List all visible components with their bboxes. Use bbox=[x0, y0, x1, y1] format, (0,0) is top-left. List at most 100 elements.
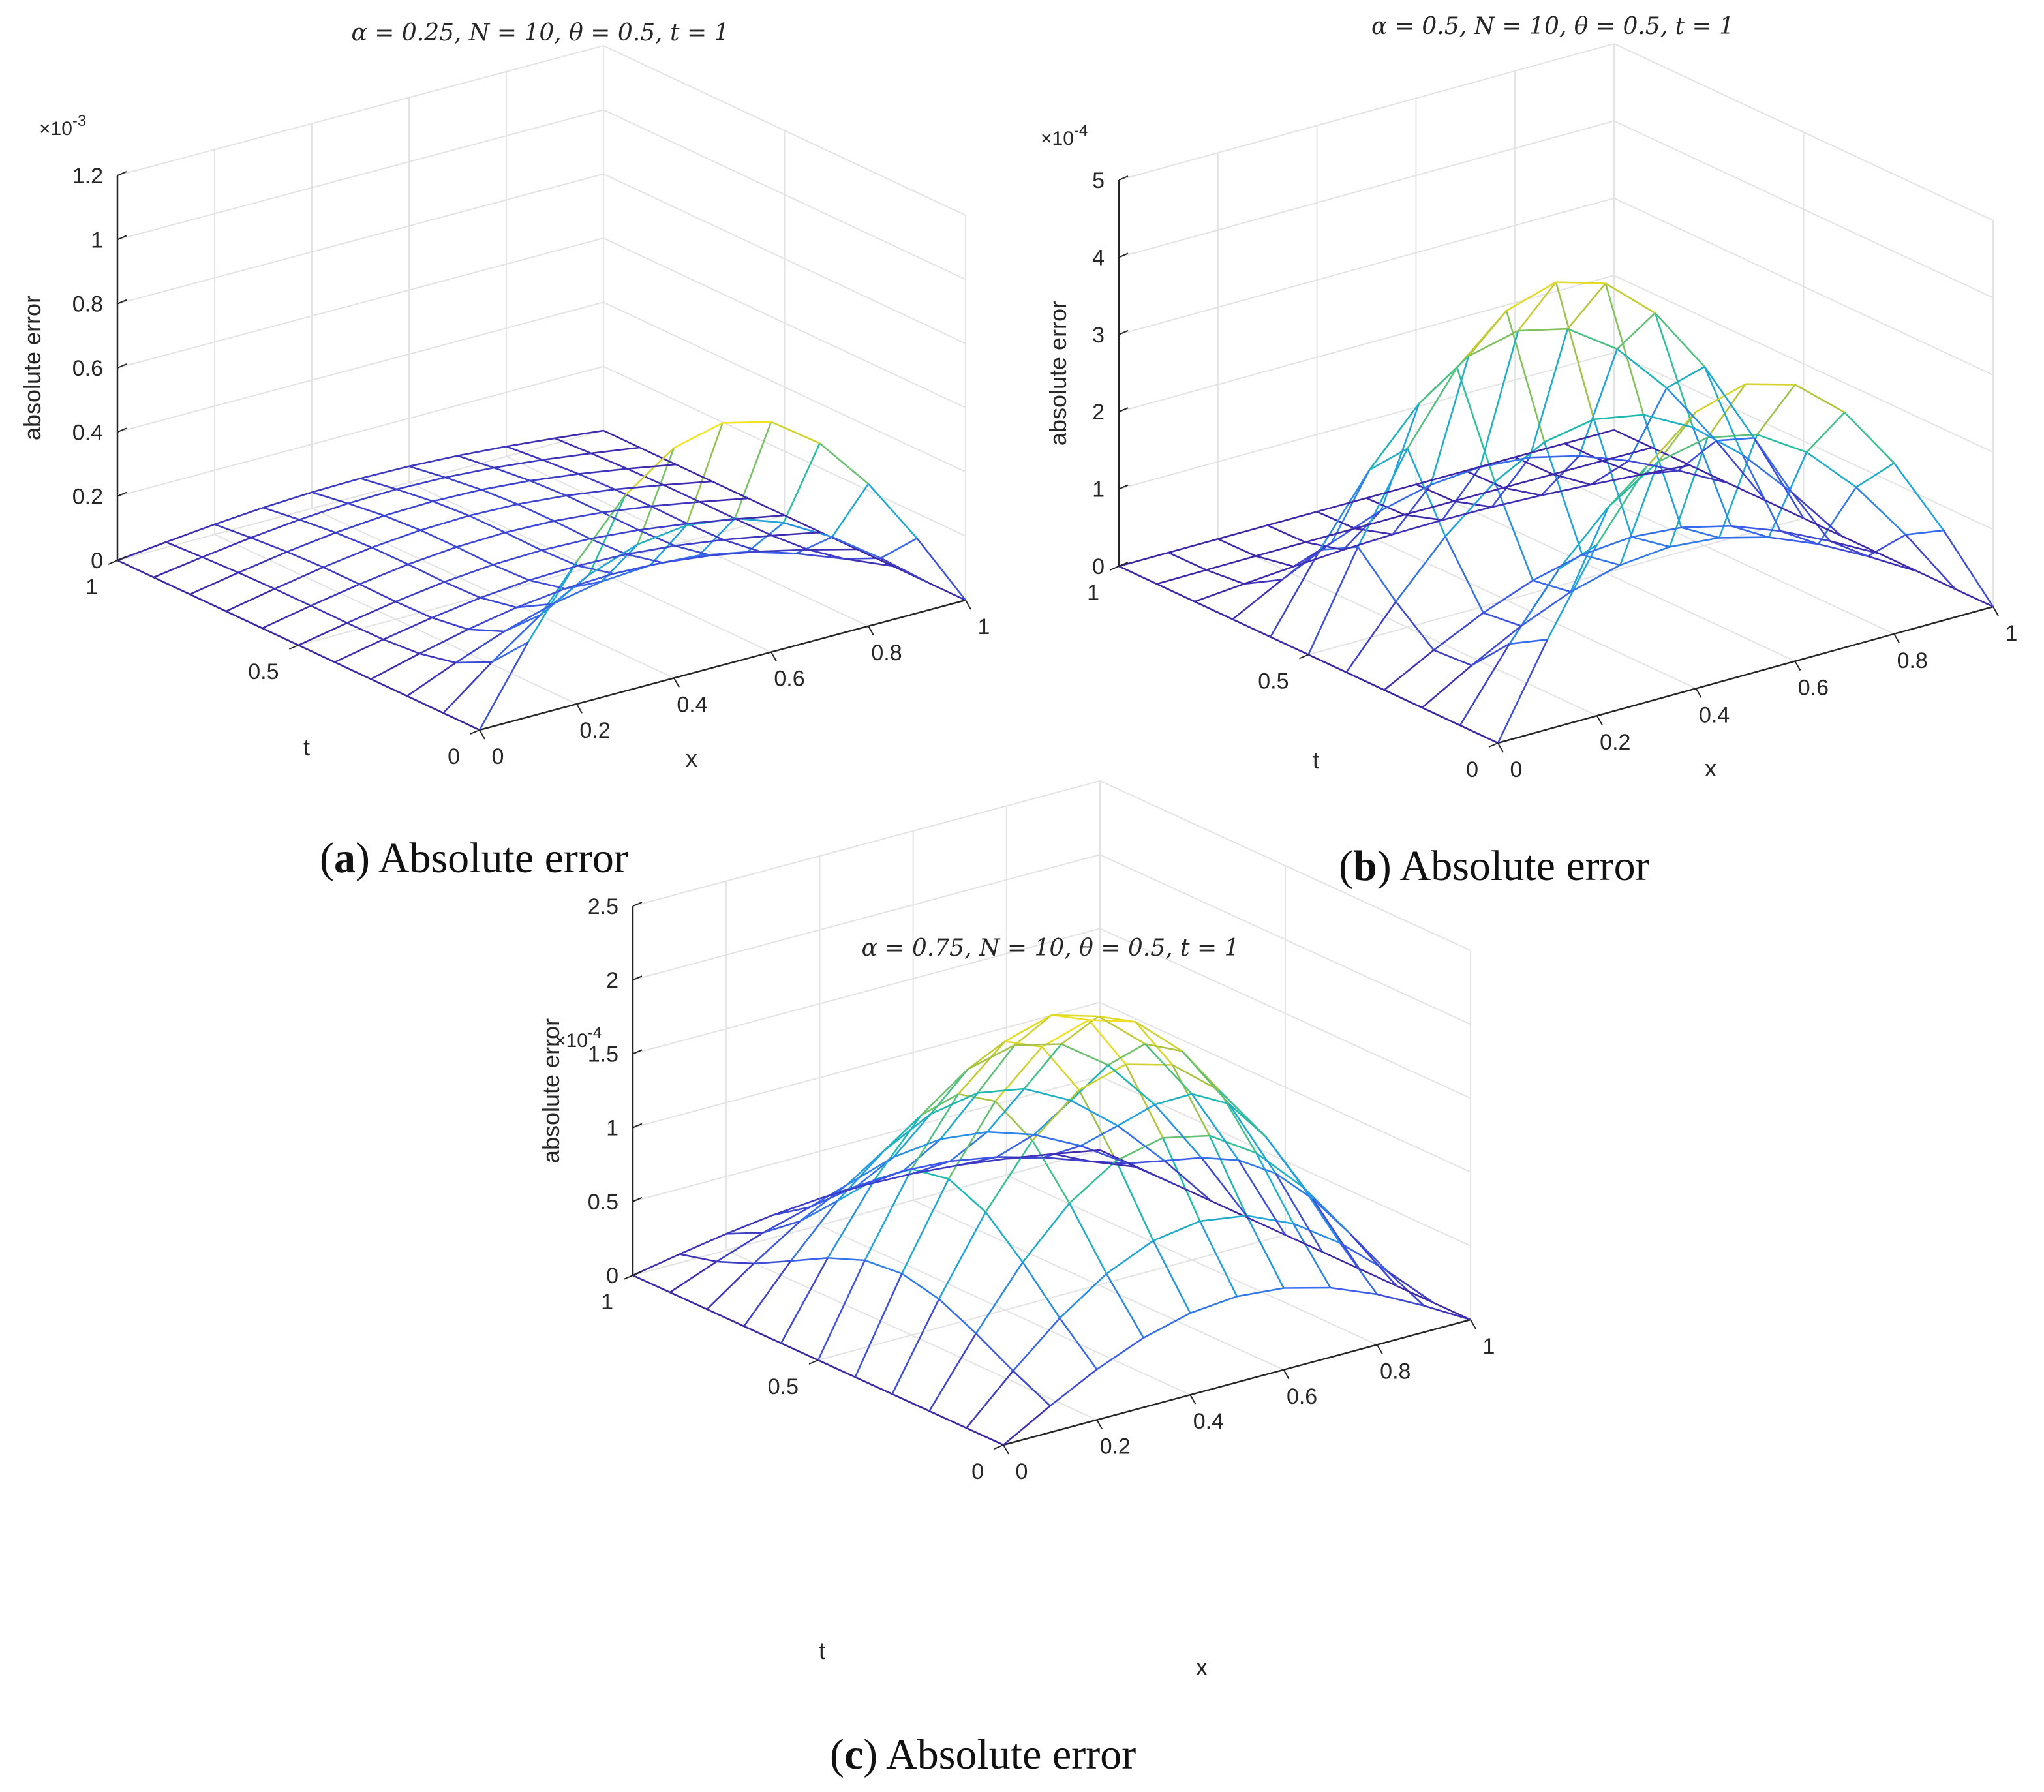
mesh-line bbox=[673, 422, 724, 449]
mesh-line bbox=[723, 539, 760, 553]
x-tick bbox=[1992, 606, 1999, 616]
mesh-line bbox=[1206, 569, 1245, 585]
mesh-line bbox=[743, 1260, 792, 1327]
mesh-line bbox=[966, 1427, 1004, 1446]
mesh-line bbox=[1117, 1104, 1155, 1127]
mesh-line bbox=[335, 515, 385, 534]
mesh-line bbox=[1106, 1239, 1154, 1275]
mesh-line bbox=[1442, 506, 1492, 521]
mesh-line bbox=[297, 622, 348, 646]
mesh-line bbox=[928, 1333, 977, 1412]
mesh-line bbox=[1078, 1089, 1117, 1161]
t-tick-label: 0.5 bbox=[768, 1374, 799, 1399]
z-tick bbox=[632, 1123, 643, 1129]
mesh-line bbox=[1217, 538, 1257, 557]
z-tick bbox=[117, 556, 127, 561]
mesh-line bbox=[371, 547, 409, 566]
mesh-line bbox=[994, 1046, 1043, 1102]
mesh-line bbox=[1581, 536, 1632, 556]
mesh-line bbox=[481, 479, 530, 491]
x-tick bbox=[1189, 1394, 1197, 1405]
mesh-line bbox=[1756, 433, 1807, 453]
t-tick-label: 0 bbox=[448, 744, 460, 769]
t-tick bbox=[808, 1359, 819, 1365]
mesh-line bbox=[977, 1087, 1025, 1094]
mesh-line bbox=[117, 559, 155, 579]
mesh-line bbox=[1194, 601, 1233, 620]
x-tick bbox=[576, 703, 583, 714]
mesh-line bbox=[1454, 500, 1492, 508]
mesh-line bbox=[632, 1274, 671, 1294]
mesh-line bbox=[1407, 367, 1458, 449]
mesh-line bbox=[1707, 433, 1758, 438]
mesh-line bbox=[883, 1113, 932, 1151]
mesh-line bbox=[1014, 1043, 1061, 1046]
mesh-line bbox=[827, 1257, 865, 1262]
mesh-line bbox=[1628, 387, 1668, 462]
mesh-line bbox=[1311, 1198, 1360, 1269]
mesh-line bbox=[225, 588, 275, 613]
mesh-line bbox=[1208, 1135, 1247, 1217]
mesh-line bbox=[1090, 1161, 1137, 1168]
mesh-line bbox=[1570, 506, 1609, 592]
mesh-line bbox=[1791, 492, 1831, 542]
mesh-line bbox=[916, 538, 967, 601]
mesh-line bbox=[913, 1164, 960, 1175]
mesh-line bbox=[1107, 1064, 1155, 1106]
mesh-line bbox=[1566, 282, 1606, 329]
z-tick bbox=[1118, 407, 1129, 413]
mesh-line bbox=[649, 524, 687, 566]
mesh-line bbox=[1199, 1221, 1238, 1297]
t-axis-label: t bbox=[303, 734, 310, 761]
mesh-line bbox=[986, 1088, 1025, 1132]
mesh-line bbox=[1395, 536, 1446, 602]
mesh-line bbox=[1004, 1014, 1052, 1042]
mesh-line bbox=[1558, 506, 1609, 570]
mesh-line bbox=[506, 446, 543, 461]
z-exponent: -3 bbox=[72, 112, 86, 130]
mesh-line bbox=[800, 1184, 848, 1222]
mesh-line bbox=[542, 459, 579, 475]
mesh-line bbox=[1247, 1217, 1286, 1236]
mesh-line bbox=[1115, 1160, 1154, 1241]
mesh-line bbox=[1780, 530, 1819, 545]
mesh-line bbox=[846, 1156, 894, 1186]
mesh-line bbox=[1164, 1157, 1202, 1162]
mesh-line bbox=[726, 1232, 764, 1235]
mesh-line bbox=[1905, 534, 1956, 590]
mesh-line bbox=[1144, 1043, 1193, 1095]
z-tick-label: 0.8 bbox=[72, 292, 103, 317]
mesh-line bbox=[1570, 564, 1621, 593]
x-tick-label: 0.2 bbox=[579, 718, 610, 743]
z-tick bbox=[1118, 175, 1129, 181]
mesh-line bbox=[1281, 541, 1332, 581]
mesh-line bbox=[274, 566, 324, 590]
mesh-line bbox=[1670, 537, 1720, 548]
mesh-line bbox=[1307, 546, 1359, 656]
mesh-line bbox=[734, 421, 772, 519]
mesh-line bbox=[419, 529, 457, 548]
mesh-line bbox=[1359, 1268, 1397, 1287]
mesh-line bbox=[977, 1044, 1016, 1094]
mesh-line bbox=[214, 506, 264, 526]
mesh-line bbox=[1780, 530, 1831, 542]
mesh-line bbox=[1591, 474, 1641, 486]
mesh-line bbox=[1602, 460, 1641, 476]
mesh-line bbox=[1232, 618, 1271, 638]
x-tick-label: 0.4 bbox=[677, 692, 707, 717]
mesh-line bbox=[1061, 1043, 1108, 1066]
x-tick bbox=[965, 600, 971, 610]
mesh-line bbox=[1543, 442, 1583, 555]
z-tick-label: 2 bbox=[606, 968, 618, 993]
mesh-line bbox=[334, 639, 384, 663]
mesh-line bbox=[1605, 282, 1656, 314]
mesh-line bbox=[1631, 536, 1670, 548]
x-tick-label: 0.6 bbox=[1287, 1384, 1317, 1409]
mesh-line bbox=[901, 1273, 939, 1300]
mesh-line bbox=[1666, 365, 1705, 389]
mesh-line bbox=[1867, 555, 1918, 573]
mesh-line bbox=[1529, 455, 1579, 459]
mesh-line bbox=[735, 514, 785, 520]
mesh-line bbox=[1893, 463, 1945, 531]
mesh-line bbox=[1497, 639, 1549, 744]
